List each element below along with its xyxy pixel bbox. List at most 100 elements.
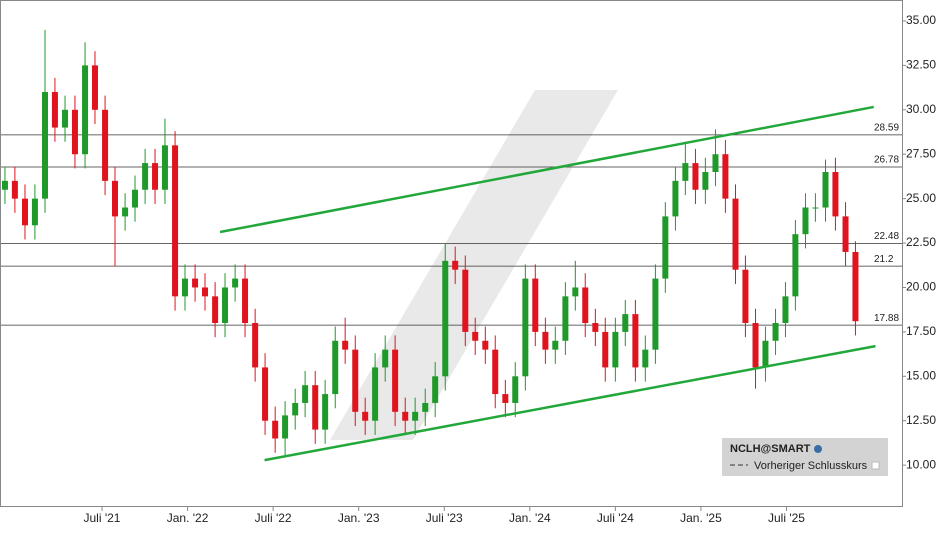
- grid-layer: 28.59 26.78 22.48 21.2 17.88: [0, 20, 906, 511]
- legend-symbol: NCLH@SMART: [730, 443, 811, 455]
- candle-body: [582, 287, 589, 324]
- y-tick-label: 30.00: [906, 102, 936, 116]
- y-tick-label: 12.50: [906, 413, 936, 427]
- x-tick-label: Jan. '23: [338, 511, 380, 525]
- candle-body: [672, 180, 679, 217]
- candle-body: [392, 349, 399, 412]
- legend-box: [722, 438, 888, 476]
- y-tick-label: 20.00: [906, 280, 936, 294]
- x-tick-label: Juli '25: [768, 511, 805, 525]
- y-tick-label: 32.50: [906, 58, 936, 72]
- candle-body: [372, 367, 379, 421]
- candle-body: [122, 207, 129, 217]
- candle-body: [51, 92, 58, 128]
- x-tick-label: Juli '24: [597, 511, 634, 525]
- candle-body: [632, 314, 639, 368]
- candle-body: [422, 402, 429, 412]
- candle-body: [312, 385, 319, 430]
- candle-body: [82, 65, 89, 155]
- candle-body: [722, 154, 729, 199]
- candle-body: [292, 402, 299, 416]
- candle-body: [142, 163, 149, 190]
- candle-body: [482, 340, 489, 350]
- candle-body: [752, 323, 759, 368]
- candle-body: [662, 216, 669, 279]
- y-tick-label: 17.50: [906, 324, 936, 338]
- marks-layer: [1, 29, 876, 462]
- candle-body: [842, 216, 849, 252]
- candle-body: [232, 278, 239, 288]
- candle-body: [322, 394, 329, 430]
- candle-body: [492, 349, 499, 395]
- level-label: 22.48: [874, 231, 899, 242]
- candle-body: [612, 331, 619, 368]
- candle-body: [652, 278, 659, 350]
- candle-body: [772, 323, 779, 341]
- plot-frame: [0, 0, 903, 507]
- candle-body: [192, 278, 199, 288]
- x-tick-label: Jan. '25: [680, 511, 722, 525]
- candle-body: [522, 278, 529, 377]
- candle-body: [152, 163, 159, 190]
- candle-body: [402, 411, 409, 421]
- candle-body: [42, 92, 49, 199]
- candle-body: [91, 65, 98, 110]
- candle-body: [21, 198, 28, 226]
- candle-body: [782, 296, 789, 324]
- candle-body: [642, 349, 649, 368]
- candle-body: [432, 376, 439, 403]
- x-tick-label: Jan. '22: [167, 511, 209, 525]
- candle-body: [532, 278, 539, 332]
- candle-body: [832, 171, 839, 217]
- level-label: 17.88: [874, 313, 899, 324]
- candle-body: [572, 287, 579, 297]
- candle-body: [502, 394, 509, 403]
- candle-body: [111, 180, 118, 217]
- y-tick-label: 27.50: [906, 146, 936, 160]
- y-tick-label: 25.00: [906, 191, 936, 205]
- x-tick-label: Juli '23: [426, 511, 463, 525]
- candle-body: [442, 260, 449, 377]
- candle-body: [352, 349, 359, 412]
- candle-body: [762, 340, 769, 368]
- candle-body: [692, 163, 699, 190]
- legend-checkbox: [871, 461, 880, 470]
- y-tick-label: 15.00: [906, 368, 936, 382]
- legend-icon: [814, 445, 822, 453]
- y-tick-label: 22.50: [906, 235, 936, 249]
- candle-body: [212, 296, 219, 324]
- candle-body: [242, 278, 249, 324]
- candle-body: [31, 198, 38, 226]
- candle-body: [132, 189, 139, 208]
- candle-body: [512, 376, 519, 403]
- candle-body: [822, 171, 829, 208]
- candle-body: [172, 145, 179, 297]
- legend-item: Vorheriger Schlusskurs: [754, 460, 868, 472]
- candle-body: [102, 109, 109, 181]
- candle-body: [742, 269, 749, 324]
- level-label: 26.78: [874, 155, 899, 166]
- candle-body: [161, 145, 168, 190]
- x-tick-label: Juli '21: [83, 511, 120, 525]
- candle-body: [452, 260, 459, 270]
- candle-body: [542, 331, 549, 350]
- candle-body: [302, 385, 309, 403]
- candle-body: [562, 296, 569, 341]
- candle-body: [592, 323, 599, 332]
- x-tick-label: Juli '22: [255, 511, 292, 525]
- candle-body: [792, 234, 799, 297]
- candle-body: [802, 207, 809, 235]
- candle-body: [252, 323, 259, 368]
- candle-body: [11, 180, 18, 199]
- candle-body: [472, 331, 479, 341]
- y-tick-label: 10.00: [906, 457, 936, 471]
- candle-body: [852, 251, 859, 322]
- candle-body: [342, 340, 349, 350]
- candle-body: [412, 411, 419, 421]
- candle-body: [462, 269, 469, 332]
- x-tick-label: Jan. '24: [509, 511, 551, 525]
- candle-body: [732, 198, 739, 270]
- candle-body: [222, 287, 229, 324]
